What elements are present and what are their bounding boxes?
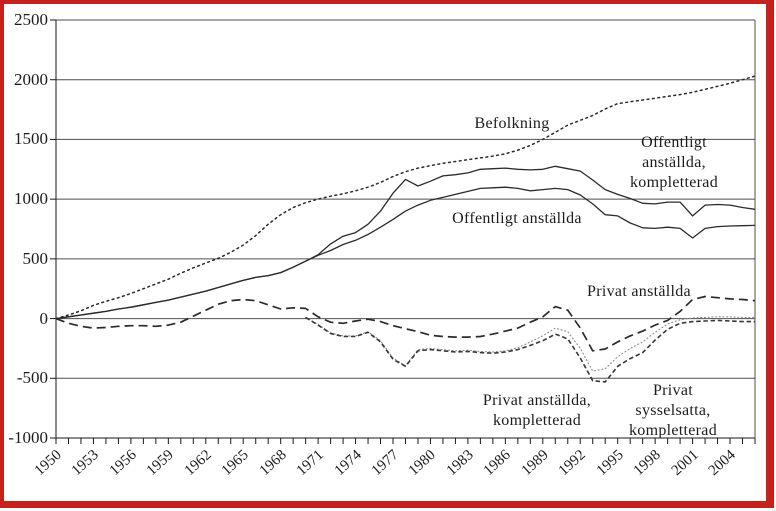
series-label-befolkning: Befolkning <box>474 115 550 132</box>
series-label-offentligt: Offentligt anställda <box>452 210 582 227</box>
x-axis-label: 1995 <box>593 447 627 479</box>
series-label-privat-sysselsatta-kompletterad: Privat sysselsatta, kompletterad <box>628 382 717 439</box>
series-line-privat-anst-llda <box>55 295 756 352</box>
x-axis-label: 1953 <box>69 447 103 479</box>
series-label-privat-kompletterad: Privat anställda, kompletterad <box>482 392 592 429</box>
x-axis-label: 1983 <box>443 447 477 479</box>
series-label-offentligt-kompletterad: Offentligt anställda, kompletterad <box>629 134 718 191</box>
x-axis-label: 1974 <box>331 447 365 479</box>
y-axis-label: 1500 <box>14 129 48 149</box>
y-axis-label: 1000 <box>14 189 48 209</box>
series-line-privat-anst-llda-kompletterad <box>305 316 756 372</box>
y-axis-label: 500 <box>22 248 49 268</box>
series-line-privat-sysselsatta-kompletterad <box>305 316 755 383</box>
series-line-befolkning <box>55 75 756 320</box>
x-axis-label: 1962 <box>181 447 215 479</box>
x-axis-label: 1959 <box>144 447 178 479</box>
x-axis-label: 1950 <box>31 447 65 479</box>
x-axis-label: 1971 <box>293 447 327 479</box>
x-axis-label: 1989 <box>518 447 552 479</box>
x-axis-label: 2004 <box>705 447 739 479</box>
y-axis-label: -500 <box>16 368 48 388</box>
series-line-offentligt-anst-llda <box>55 186 756 320</box>
y-axis-label: 0 <box>39 308 49 328</box>
x-axis-label: 2001 <box>668 447 702 479</box>
x-axis-label: 1965 <box>218 447 252 479</box>
x-axis-label: 1980 <box>406 447 440 479</box>
x-axis-label: 1956 <box>106 447 140 479</box>
y-axis-label: -1000 <box>8 428 48 447</box>
y-axis-label: 2500 <box>14 10 48 29</box>
x-axis-label: 1986 <box>481 447 515 479</box>
series-label-privat: Privat anställda <box>587 283 691 300</box>
y-axis-label: 2000 <box>14 69 48 89</box>
x-axis-label: 1998 <box>630 447 664 479</box>
x-axis-label: 1968 <box>256 447 290 479</box>
x-axis-label: 1977 <box>368 447 402 479</box>
x-axis-label: 1992 <box>555 447 589 479</box>
